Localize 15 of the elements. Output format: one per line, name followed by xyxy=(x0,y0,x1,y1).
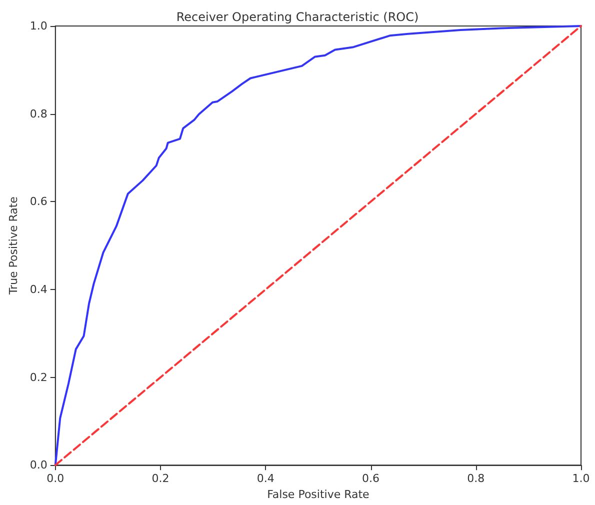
y-tick-label: 0.0 xyxy=(30,458,48,472)
x-tick-label: 0.6 xyxy=(362,472,380,486)
x-tick-label: 0.0 xyxy=(46,472,64,486)
y-axis-title: True Positive Rate xyxy=(7,196,20,296)
x-tick-label: 0.2 xyxy=(152,472,170,486)
y-tick-label: 0.8 xyxy=(30,107,48,120)
x-tick-label: 0.8 xyxy=(467,472,485,486)
x-tick-label: 1.0 xyxy=(572,472,590,486)
y-tick-label: 0.6 xyxy=(30,195,48,208)
y-tick-label: 0.2 xyxy=(30,370,48,384)
y-tick-label: 0.4 xyxy=(30,282,48,296)
chart-title: Receiver Operating Characteristic (ROC) xyxy=(176,10,419,24)
x-tick-label: 0.4 xyxy=(256,472,274,486)
y-tick-label: 1.0 xyxy=(30,20,48,32)
x-axis-title: False Positive Rate xyxy=(267,488,370,501)
